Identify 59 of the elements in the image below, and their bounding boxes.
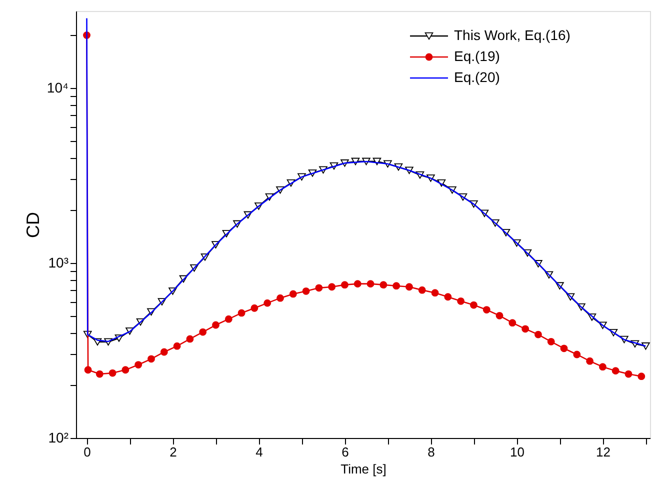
point — [122, 366, 130, 374]
x-tick-label: 12 — [596, 444, 610, 460]
point — [392, 282, 400, 290]
point — [418, 286, 426, 294]
point — [84, 366, 92, 374]
point — [508, 319, 516, 327]
point — [250, 304, 258, 312]
point — [148, 355, 155, 363]
legend-label: Eq.(19) — [454, 48, 500, 64]
point — [341, 281, 348, 289]
point — [380, 281, 388, 289]
point — [264, 299, 272, 307]
point — [534, 330, 542, 338]
x-tick-label: 0 — [84, 444, 91, 460]
x-tick-label: 10 — [510, 444, 524, 460]
point — [96, 370, 104, 378]
point — [457, 297, 465, 305]
x-tick-label: 8 — [428, 444, 435, 460]
y-tick-label: 10⁴ — [46, 79, 68, 96]
point — [496, 312, 504, 320]
x-tick-label: 4 — [256, 444, 263, 460]
x-tick-label: 6 — [342, 444, 349, 460]
x-axis-title: Time [s] — [340, 462, 386, 476]
point — [224, 315, 232, 323]
point — [315, 284, 323, 292]
point — [289, 290, 297, 298]
point — [444, 293, 452, 301]
x-tick-label: 2 — [170, 444, 177, 460]
point — [470, 301, 478, 309]
point — [160, 348, 168, 356]
point — [612, 367, 620, 375]
point — [547, 338, 555, 346]
point — [482, 306, 490, 314]
legend-label: This Work, Eq.(16) — [454, 27, 570, 43]
point — [199, 328, 207, 336]
point — [406, 283, 413, 291]
point — [586, 357, 594, 365]
point — [186, 335, 194, 343]
legend-label: Eq.(20) — [454, 69, 500, 85]
point — [560, 344, 568, 352]
point — [238, 309, 246, 317]
point — [212, 321, 220, 329]
point — [366, 280, 374, 288]
point — [354, 280, 362, 288]
point — [328, 283, 336, 291]
point — [573, 350, 581, 358]
point — [624, 370, 632, 378]
point — [638, 372, 646, 380]
y-axis-title: CD — [22, 212, 43, 238]
point — [276, 294, 284, 302]
point — [522, 325, 530, 333]
y-tick-label: 10² — [48, 430, 69, 446]
point — [431, 289, 439, 297]
point — [134, 361, 142, 368]
point — [598, 363, 606, 371]
y-tick-label: 10³ — [48, 254, 69, 270]
point — [302, 287, 310, 295]
point — [108, 369, 116, 377]
point — [173, 342, 181, 350]
